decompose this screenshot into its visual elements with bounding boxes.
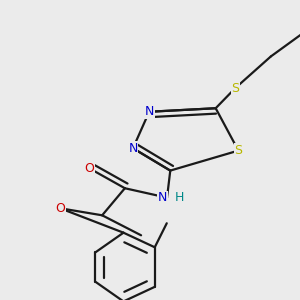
Text: N: N	[128, 142, 138, 155]
Text: S: S	[231, 82, 239, 95]
Text: N: N	[145, 105, 154, 118]
Text: O: O	[84, 162, 94, 175]
Text: H: H	[174, 191, 184, 204]
Text: O: O	[55, 202, 65, 215]
Text: S: S	[234, 144, 242, 157]
Text: N: N	[158, 191, 167, 204]
